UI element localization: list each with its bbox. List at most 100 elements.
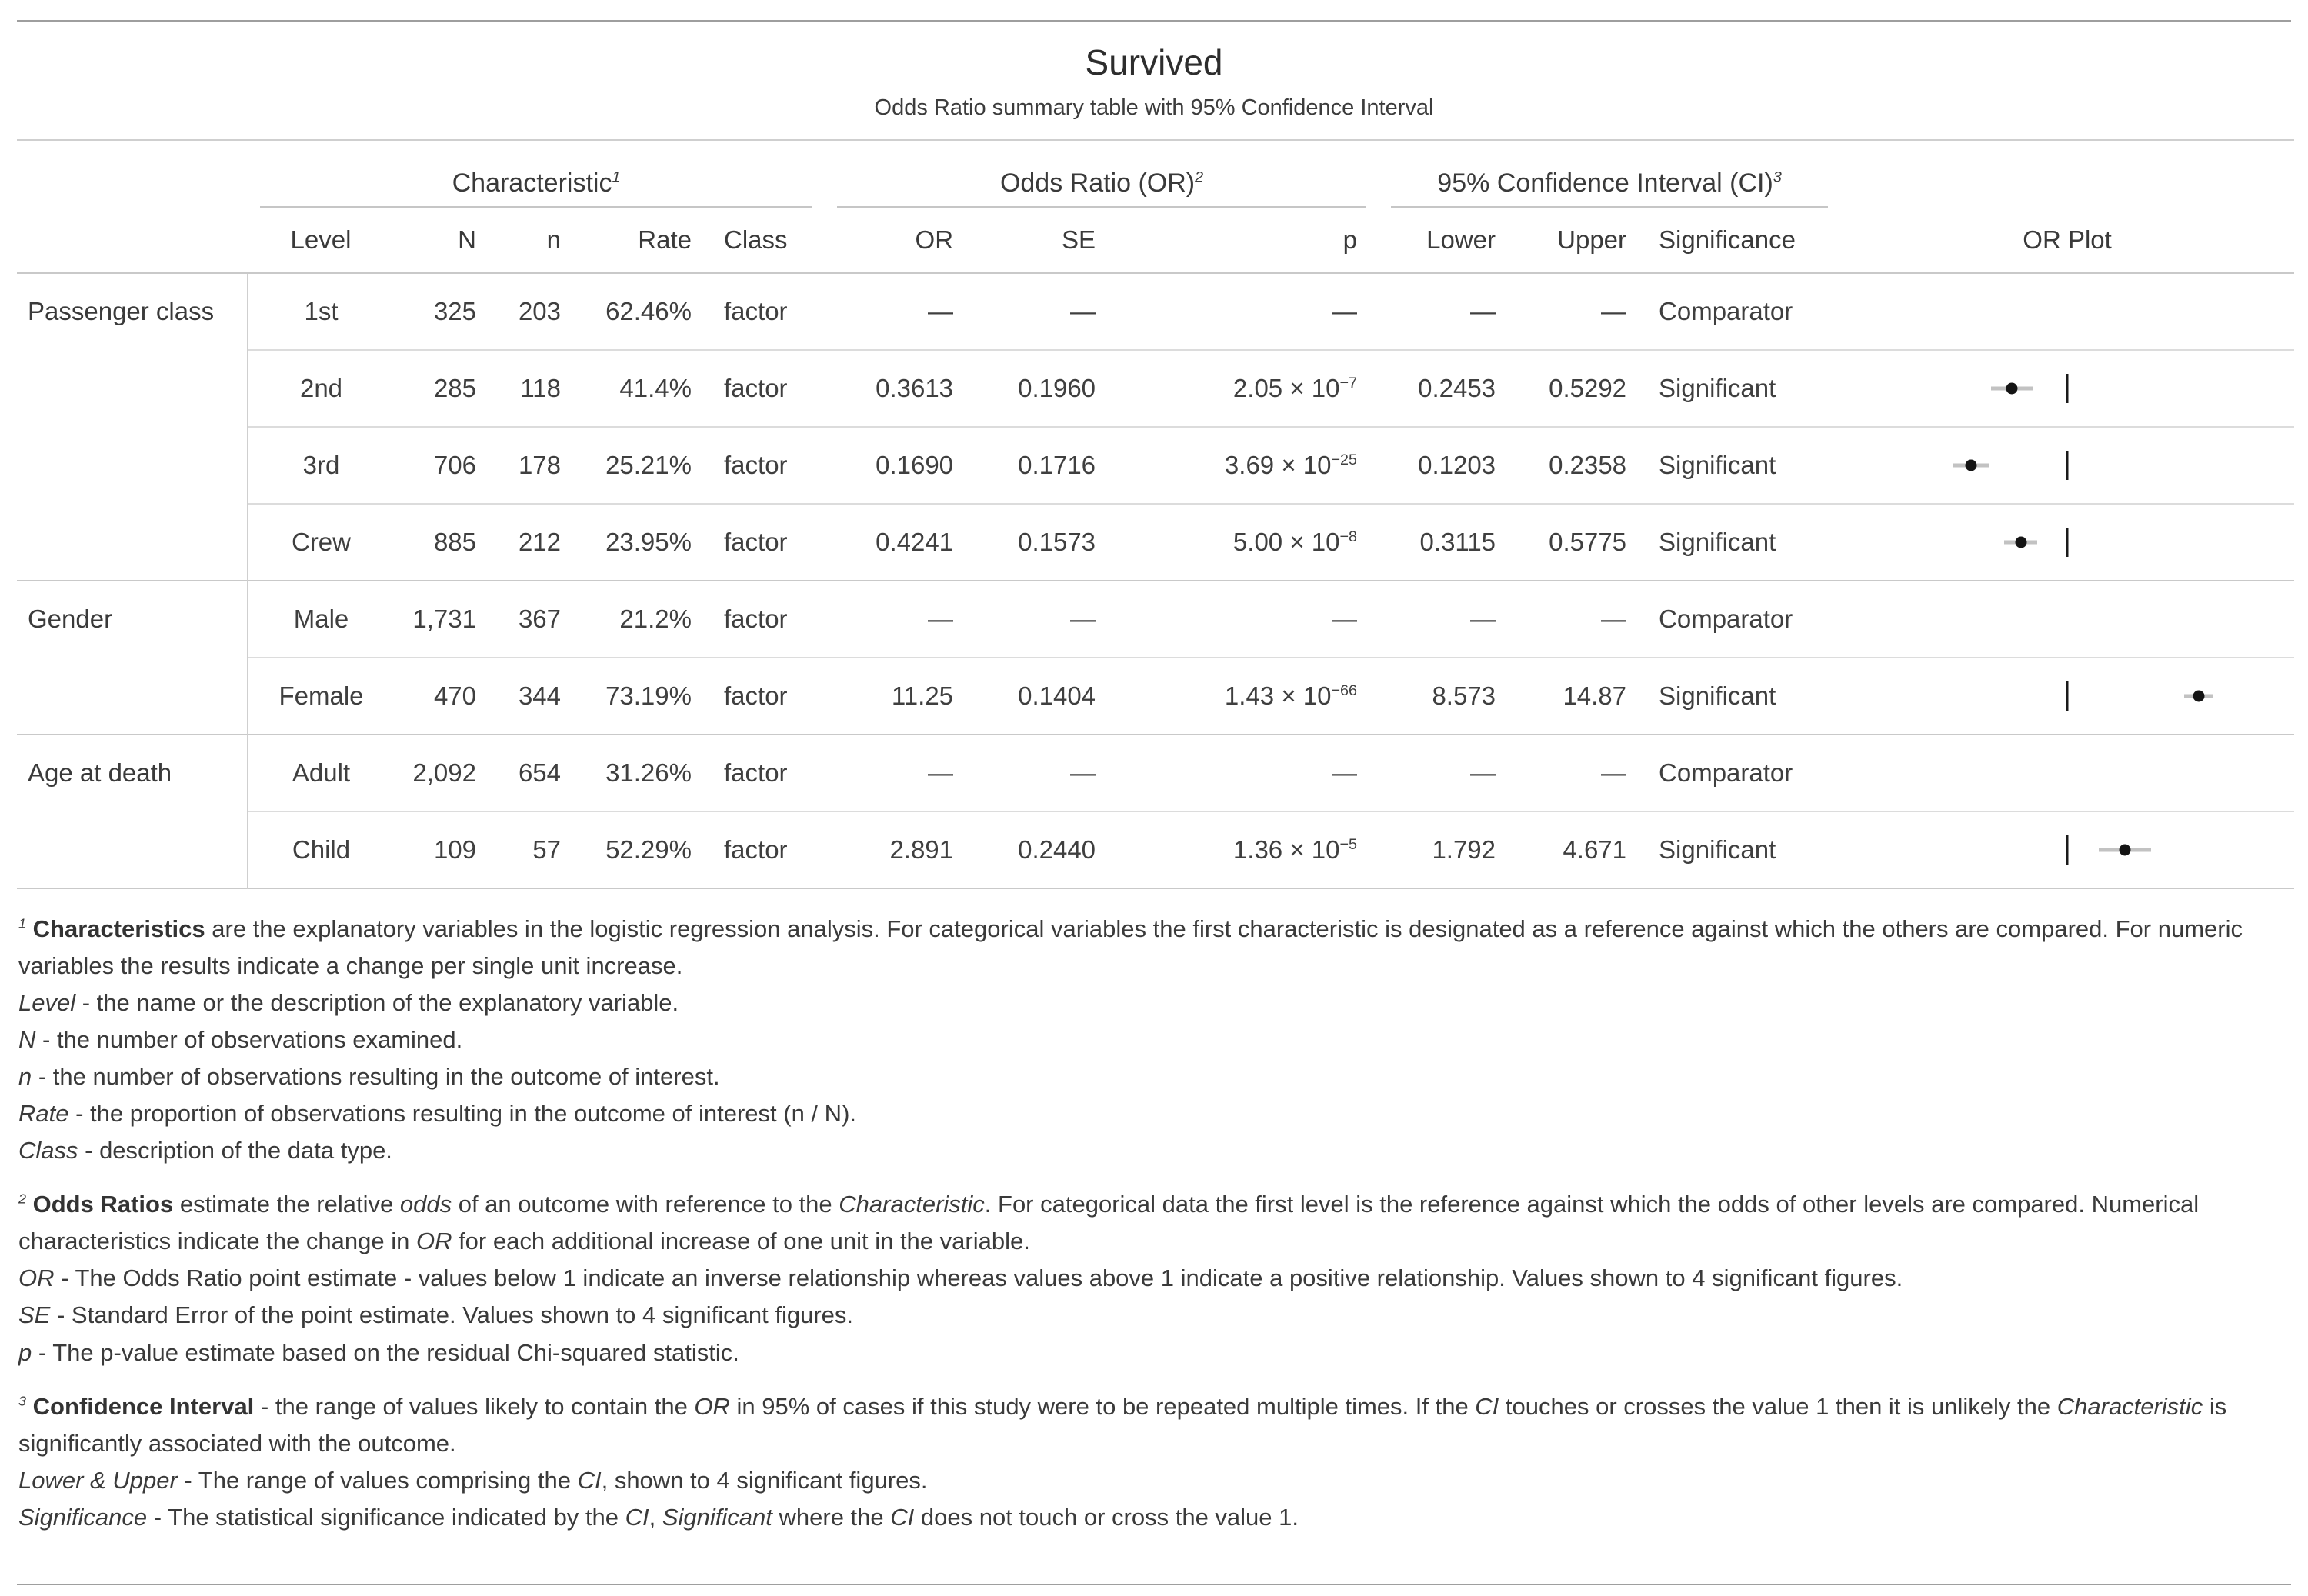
cell-n-outcome: 203 xyxy=(518,297,561,325)
table-row: 3rd 706 178 25.21% factor 0.1690 0.1716 3.69 × … xyxy=(17,426,2295,504)
footnote-line: OR - The Odds Ratio point estimate - val… xyxy=(18,1264,1903,1292)
or-point xyxy=(2015,536,2027,548)
or-point xyxy=(2006,382,2018,395)
footnote-marker: 1 xyxy=(18,915,26,931)
cell-n-total: 706 xyxy=(394,426,498,504)
or-forest-plot xyxy=(1852,825,2283,875)
reference-line xyxy=(2066,681,2069,711)
or-forest-plot xyxy=(1852,363,2283,414)
cell-n-outcome: 654 xyxy=(498,734,582,811)
cell-n-outcome: 118 xyxy=(498,349,582,427)
col-header-rate: Rate xyxy=(582,208,713,274)
group-header-confidence-interval-label: 95% Confidence Interval (CI) xyxy=(1437,168,1773,198)
cell-or: — xyxy=(825,580,976,658)
col-header-n-outcome: n xyxy=(498,208,582,274)
cell-rate: 21.2% xyxy=(582,580,713,658)
footnotes: 1 Characteristics are the explanatory va… xyxy=(17,911,2291,1536)
cell-class: factor xyxy=(713,811,825,888)
cell-p: — xyxy=(1117,734,1379,811)
col-header-upper: Upper xyxy=(1517,208,1649,274)
col-header-or: OR xyxy=(825,208,976,274)
footnote-line: 2 Odds Ratios estimate the relative odds… xyxy=(18,1191,2200,1255)
cell-p: — xyxy=(1332,297,1358,325)
group-header-odds-ratio-label: Odds Ratio (OR) xyxy=(999,168,1196,198)
footnote-marker: 2 xyxy=(18,1191,26,1207)
top-divider xyxy=(17,20,2291,22)
cell-p: 1.43 × 10−66 xyxy=(1117,657,1379,735)
or-point xyxy=(2119,844,2131,856)
or-summary-table: Characteristic1 Odds Ratio (OR)2 95% Con… xyxy=(17,139,2295,889)
row-group-label: Age at death xyxy=(17,734,248,888)
cell-se: 0.1716 xyxy=(975,426,1118,504)
cell-n-total: 470 xyxy=(394,657,498,735)
or-plot-cell xyxy=(1840,349,2295,427)
table-row: Passenger class 1st 325 203 62.46% factor — — — —… xyxy=(17,273,2294,581)
cell-significance: Comparator xyxy=(1659,297,1793,325)
cell-lower: 0.3115 xyxy=(1379,503,1518,581)
cell-level: Female xyxy=(248,657,394,735)
or-forest-plot xyxy=(1852,517,2283,568)
group-header-spacer xyxy=(1840,140,2294,208)
cell-significance: Comparator xyxy=(1648,580,1841,658)
footnote-line: 1 Characteristics are the explanatory va… xyxy=(18,915,2243,980)
or-plot-cell xyxy=(1840,657,2295,735)
cell-rate: 73.19% xyxy=(582,657,713,735)
cell-se: — xyxy=(975,734,1118,811)
cell-rate: 62.46% xyxy=(605,297,692,325)
cell-lower: — xyxy=(1470,297,1496,325)
cell-n-total: 325 xyxy=(433,297,476,325)
footnote-line: 3 Confidence Interval - the range of val… xyxy=(18,1392,2227,1457)
or-forest-plot xyxy=(1852,440,2283,491)
cell-significance: Significant xyxy=(1648,503,1841,581)
footnote: 3 Confidence Interval - the range of val… xyxy=(18,1388,2290,1536)
cell-class: factor xyxy=(713,734,825,811)
footnote: 1 Characteristics are the explanatory va… xyxy=(18,911,2290,1169)
cell-lower: — xyxy=(1379,734,1518,811)
cell-class: factor xyxy=(713,657,825,735)
cell-se: — xyxy=(975,580,1118,658)
cell-significance: Significant xyxy=(1648,811,1841,888)
col-header-level: Level xyxy=(248,208,394,274)
col-header-significance: Significance xyxy=(1648,208,1841,274)
cell-p: 3.69 × 10−25 xyxy=(1117,426,1379,504)
cell-upper: 0.5292 xyxy=(1517,349,1649,427)
cell-or: 11.25 xyxy=(825,657,976,735)
column-header-spacer xyxy=(17,208,248,274)
cell-or: — xyxy=(928,297,954,325)
group-header-characteristic-label: Characteristic xyxy=(452,168,612,198)
table-row: Female 470 344 73.19% factor 11.25 0.1404 1.43 … xyxy=(17,657,2295,735)
or-forest-plot xyxy=(1852,671,2283,721)
or-plot-cell xyxy=(1840,426,2295,504)
table-row: Gender Male 1,731 367 21.2% factor — — — — — Compar… xyxy=(17,580,2295,735)
cell-rate: 41.4% xyxy=(582,349,713,427)
group-header-confidence-interval: 95% Confidence Interval (CI)3 xyxy=(1379,140,1840,208)
cell-n-total: 2,092 xyxy=(394,734,498,811)
or-plot-cell xyxy=(1840,734,2295,811)
cell-se: — xyxy=(1070,297,1096,325)
cell-n-outcome: 344 xyxy=(498,657,582,735)
cell-n-total: 285 xyxy=(394,349,498,427)
cell-se: 0.1573 xyxy=(975,503,1118,581)
group-header-odds-ratio: Odds Ratio (OR)2 xyxy=(825,140,1379,208)
cell-p: — xyxy=(1117,580,1379,658)
col-header-class: Class xyxy=(713,208,825,274)
reference-line xyxy=(2066,374,2069,403)
cell-class: factor xyxy=(713,349,825,427)
footnote-marker: 3 xyxy=(18,1393,26,1409)
cell-lower: 0.2453 xyxy=(1379,349,1518,427)
cell-n-total: 885 xyxy=(394,503,498,581)
or-plot-cell xyxy=(1840,503,2295,581)
footnote-line: Class - description of the data type. xyxy=(18,1137,392,1165)
group-header-row: Characteristic1 Odds Ratio (OR)2 95% Con… xyxy=(17,140,2294,208)
reference-line xyxy=(2066,528,2069,557)
col-header-p: p xyxy=(1117,208,1379,274)
cell-class: factor xyxy=(724,297,788,325)
footnote-line: Lower & Upper - The range of values comp… xyxy=(18,1466,928,1494)
or-plot-cell xyxy=(1840,580,2295,658)
cell-significance: Significant xyxy=(1648,349,1841,427)
col-header-n-total: N xyxy=(394,208,498,274)
footnote-line: SE - Standard Error of the point estimat… xyxy=(18,1301,853,1329)
cell-or: 0.3613 xyxy=(825,349,976,427)
cell-significance: Significant xyxy=(1648,657,1841,735)
